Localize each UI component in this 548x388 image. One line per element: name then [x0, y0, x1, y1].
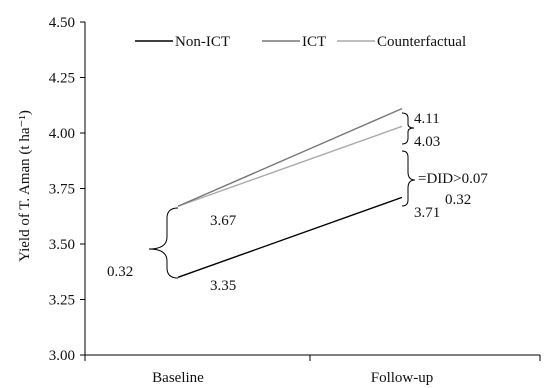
followup-top-brace: [401, 112, 415, 145]
y-ticks: 3.00 3.25 3.50 3.75 4.00 4.25 4.50: [49, 15, 85, 364]
baseline-gap-label: 0.32: [107, 264, 133, 280]
data-label: 3.71: [414, 205, 440, 221]
series-lines: [177, 107, 403, 278]
series-line-counterfactual: [177, 125, 403, 207]
series-line-non-ict: [177, 196, 403, 278]
y-axis-title: Yield of T. Aman (t ha⁻¹): [17, 110, 33, 262]
legend-label: Counterfactual: [377, 34, 466, 50]
x-ticks: Baseline Follow-up: [84, 355, 541, 386]
y-tick-label: 3.50: [49, 237, 75, 253]
data-label: 3.35: [210, 278, 236, 294]
followup-bottom-brace: [401, 150, 416, 207]
data-labels: 3.35 3.71 3.67 4.11 4.03: [210, 111, 440, 294]
x-tick-label: Follow-up: [371, 370, 434, 386]
data-label: 4.03: [414, 134, 440, 150]
baseline-brace: [148, 207, 179, 279]
followup-gap-label: 0.32: [445, 192, 471, 208]
legend: Non-ICT ICT Counterfactual: [135, 34, 466, 50]
data-label: 4.11: [414, 111, 440, 127]
legend-label: ICT: [302, 34, 326, 50]
data-label: 3.67: [210, 213, 237, 229]
legend-label: Non-ICT: [175, 34, 230, 50]
y-tick-label: 4.25: [49, 71, 75, 87]
y-tick-label: 3.00: [49, 348, 75, 364]
y-tick-label: 4.00: [49, 126, 75, 142]
y-tick-label: 3.75: [49, 182, 75, 198]
x-tick-label: Baseline: [152, 370, 204, 386]
y-tick-label: 3.25: [49, 293, 75, 309]
series-line-ict: [177, 107, 403, 207]
y-tick-label: 4.50: [49, 15, 75, 31]
did-label: =DID>0.07: [418, 171, 488, 187]
